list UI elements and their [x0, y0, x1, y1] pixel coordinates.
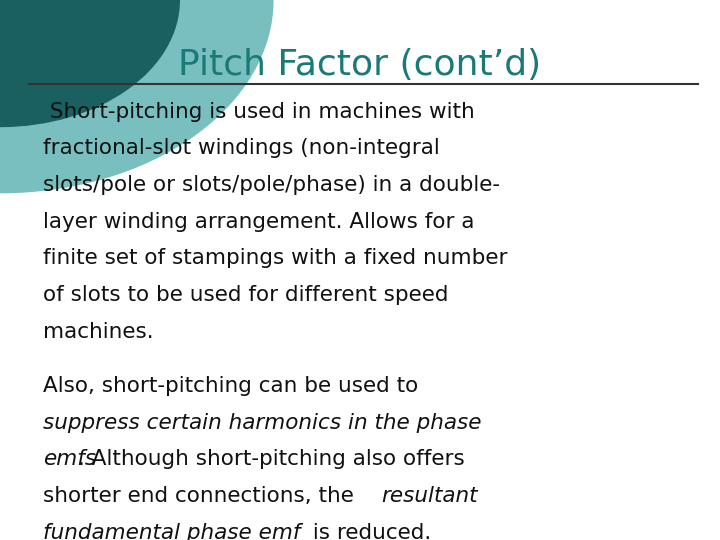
Text: emfs: emfs [43, 449, 96, 469]
Text: of slots to be used for different speed: of slots to be used for different speed [43, 285, 449, 305]
Text: . Although short-pitching also offers: . Although short-pitching also offers [78, 449, 464, 469]
Wedge shape [0, 0, 274, 193]
Text: machines.: machines. [43, 321, 154, 341]
Text: suppress certain harmonics in the phase: suppress certain harmonics in the phase [43, 413, 482, 433]
Text: layer winding arrangement. Allows for a: layer winding arrangement. Allows for a [43, 212, 474, 232]
Text: resultant: resultant [382, 486, 478, 506]
Text: Short-pitching is used in machines with: Short-pitching is used in machines with [43, 102, 475, 122]
Text: fundamental phase emf: fundamental phase emf [43, 523, 301, 540]
Text: finite set of stampings with a fixed number: finite set of stampings with a fixed num… [43, 248, 508, 268]
Text: shorter end connections, the: shorter end connections, the [43, 486, 361, 506]
Text: slots/pole or slots/pole/phase) in a double-: slots/pole or slots/pole/phase) in a dou… [43, 175, 500, 195]
Text: is reduced.: is reduced. [306, 523, 431, 540]
Text: Also, short-pitching can be used to: Also, short-pitching can be used to [43, 376, 418, 396]
Text: Pitch Factor (cont’d): Pitch Factor (cont’d) [179, 49, 541, 82]
Wedge shape [0, 0, 180, 127]
Text: fractional-slot windings (non-integral: fractional-slot windings (non-integral [43, 138, 440, 158]
